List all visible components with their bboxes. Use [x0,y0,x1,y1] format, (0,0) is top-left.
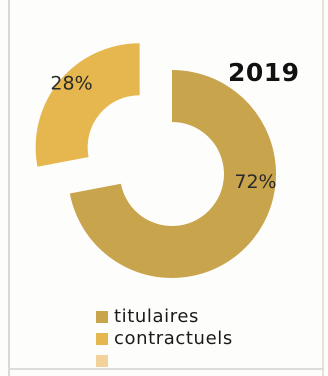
chart-legend: titulaires contractuels [96,306,233,372]
donut-slice-titulaires [69,70,276,278]
legend-swatch [96,333,108,345]
legend-swatch [96,355,108,367]
frame-border-right [322,0,324,376]
donut-slice-contractuels [35,43,140,167]
legend-item-titulaires: titulaires [96,306,233,328]
legend-label: titulaires [114,306,200,327]
legend-label: contractuels [114,328,233,349]
donut-slices [35,43,276,278]
donut-labels: 72% 28% [50,73,276,194]
slice-label-contractuels: 28% [50,73,92,95]
legend-item-contractuels: contractuels [96,328,233,350]
frame-border-left [8,0,10,376]
legend-item-blank [96,350,233,372]
frame-border-bottom [8,368,324,370]
chart-title: 2019 [228,58,300,87]
legend-swatch [96,311,108,323]
slice-label-titulaires: 72% [234,171,276,193]
